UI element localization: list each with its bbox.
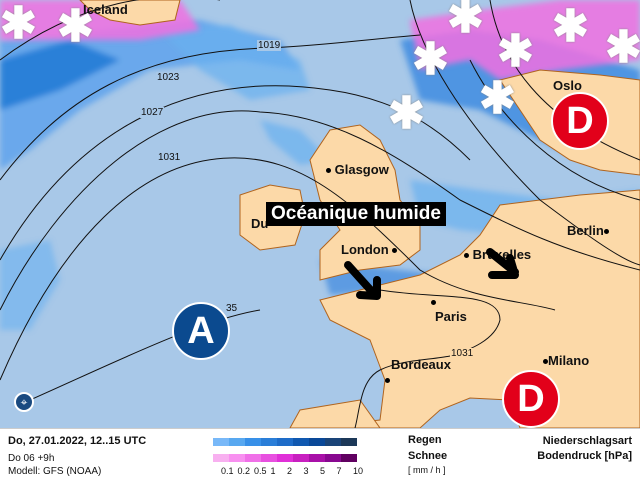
- tick-label: 2: [287, 466, 293, 476]
- city-dot: [326, 168, 331, 174]
- city-name: London: [341, 242, 389, 257]
- city-name: Milano: [548, 353, 590, 368]
- color-swatch: [341, 438, 357, 446]
- city-name: Berlin: [567, 223, 604, 238]
- city-name: Paris: [435, 309, 467, 324]
- city-name: Glasgow: [334, 162, 389, 177]
- rain-colorbar: [213, 438, 357, 446]
- tick-label: 0.2: [237, 466, 251, 476]
- color-swatch: [309, 454, 325, 462]
- color-swatch: [277, 438, 293, 446]
- city-label: Oslo: [553, 78, 582, 93]
- color-swatch: [261, 454, 277, 462]
- low-pressure-marker: D: [551, 92, 609, 150]
- color-swatch: [293, 454, 309, 462]
- snowflake-icon: ✱: [552, 2, 589, 51]
- snowflake-icon: ✱: [0, 0, 37, 48]
- city-dot: [543, 359, 548, 365]
- unit-label: [ mm / h ]: [408, 465, 446, 475]
- city-name: Bordeaux: [391, 357, 451, 372]
- snowflake-icon: ✱: [605, 23, 640, 72]
- snow-colorbar: [213, 454, 357, 462]
- color-swatch: [325, 438, 341, 446]
- isobar-label: 1019: [257, 40, 282, 51]
- color-swatch: [229, 438, 245, 446]
- tick-label: 7: [336, 466, 342, 476]
- logo-icon[interactable]: ⌖: [14, 392, 34, 412]
- run-info: Do 06 +9h: [8, 453, 55, 464]
- color-swatch: [229, 454, 245, 462]
- isobar-label: 1027: [140, 107, 165, 118]
- color-swatch: [277, 454, 293, 462]
- map-graphics: [0, 0, 640, 428]
- snow-label: Schnee: [408, 450, 448, 462]
- color-swatch: [261, 438, 277, 446]
- isobar-label: 35: [225, 303, 239, 314]
- city-label: Glasgow: [326, 162, 389, 177]
- high-pressure-marker: A: [172, 302, 230, 360]
- city-name: Bruxelles: [472, 247, 532, 262]
- model-info: Modell: GFS (NOAA): [8, 466, 102, 477]
- city-label: Berlin: [567, 223, 609, 238]
- snowflake-icon: ✱: [497, 27, 534, 76]
- isobars: [0, 0, 640, 428]
- color-swatch: [213, 454, 229, 462]
- city-label: Bruxelles: [464, 247, 531, 262]
- isobar-label: 1023: [156, 72, 181, 83]
- legend-title-pressure: Bodendruck [hPa]: [537, 450, 632, 462]
- city-dot: [385, 378, 390, 384]
- snowflake-icon: ✱: [447, 0, 484, 42]
- color-swatch: [293, 438, 309, 446]
- color-swatch: [309, 438, 325, 446]
- snowflake-icon: ✱: [412, 35, 449, 84]
- color-swatch: [213, 438, 229, 446]
- tick-label: 3: [303, 466, 309, 476]
- city-name: Oslo: [553, 78, 582, 93]
- tick-label: 0.5: [254, 466, 267, 476]
- isobar-label: 1031: [157, 152, 182, 163]
- tick-label: 1: [270, 466, 276, 476]
- rain-label: Regen: [408, 434, 442, 446]
- snowflake-icon: ✱: [479, 74, 516, 123]
- city-label: London: [341, 242, 398, 257]
- tick-label: 5: [320, 466, 326, 476]
- city-dot: [431, 300, 436, 306]
- color-swatch: [245, 438, 261, 446]
- weather-map: 1019 1023 1027 1031 1031 35 ✱ ✱ ✱ ✱ ✱ ✱ …: [0, 0, 640, 428]
- color-swatch: [341, 454, 357, 462]
- city-label: Bordeaux: [385, 357, 451, 387]
- annotation-label: Océanique humide: [266, 202, 446, 226]
- low-pressure-marker: D: [502, 370, 560, 428]
- city-label: Du: [251, 216, 269, 231]
- color-swatch: [245, 454, 261, 462]
- city-label: Iceland: [83, 2, 128, 17]
- tick-label: 0.1: [221, 466, 234, 476]
- city-label: Milano: [543, 353, 589, 368]
- forecast-date: Do, 27.01.2022, 12..15 UTC: [8, 435, 147, 447]
- snowflake-icon: ✱: [388, 89, 425, 138]
- legend: Do, 27.01.2022, 12..15 UTC Do 06 +9h Mod…: [0, 428, 640, 478]
- legend-title-type: Niederschlagsart: [542, 435, 632, 447]
- city-dot: [603, 229, 609, 235]
- color-swatch: [325, 454, 341, 462]
- city-label: Paris: [431, 294, 467, 324]
- city-dot: [392, 248, 398, 254]
- city-dot: [464, 253, 469, 259]
- isobar-label: 1031: [450, 348, 475, 359]
- tick-label: 10: [353, 466, 364, 476]
- snowflake-icon: ✱: [57, 2, 94, 51]
